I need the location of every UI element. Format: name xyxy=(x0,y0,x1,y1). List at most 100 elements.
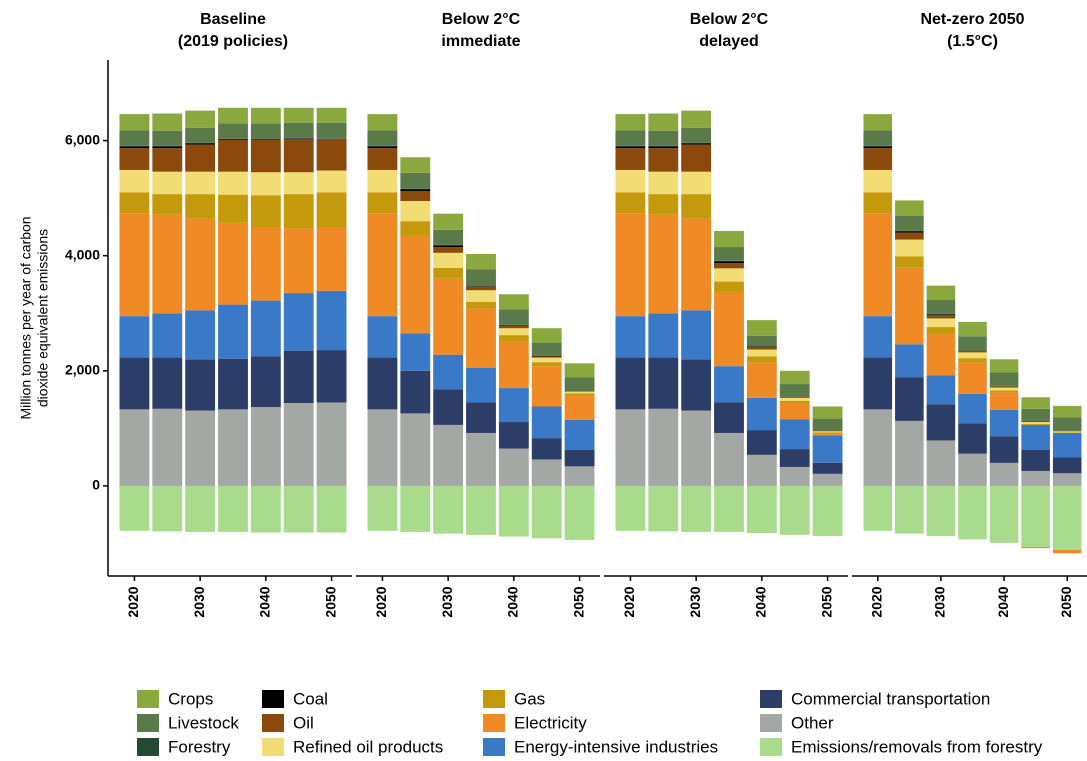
bar-segment xyxy=(466,301,496,309)
bar-segment xyxy=(958,321,987,337)
bar-segment xyxy=(812,418,843,431)
bar-segment xyxy=(498,325,529,329)
bar-segment xyxy=(926,285,956,301)
bar-segment xyxy=(958,350,987,351)
bar-segment xyxy=(316,350,347,403)
legend-swatch xyxy=(137,714,159,732)
bar-segment xyxy=(498,324,529,326)
legend-swatch xyxy=(483,690,505,708)
bar-segment xyxy=(681,410,712,486)
bar-segment xyxy=(615,409,646,486)
bar-segment xyxy=(564,377,595,391)
bar-segment xyxy=(433,247,464,253)
bar-segment xyxy=(714,263,744,269)
bar-segment xyxy=(615,146,646,149)
bar-segment xyxy=(863,148,893,170)
legend-swatch xyxy=(483,738,505,756)
y-axis-label-line: dioxide equivalent emissions xyxy=(35,229,51,407)
bar-segment xyxy=(433,252,464,268)
bar-segment xyxy=(681,127,712,143)
bar-segment xyxy=(367,409,398,486)
bar-segment xyxy=(400,485,431,532)
bar-segment xyxy=(989,359,1019,373)
panel-title: Baseline xyxy=(200,11,266,28)
bar-segment xyxy=(779,403,810,420)
bar-segment xyxy=(615,130,646,146)
bar-segment xyxy=(895,485,924,534)
bar-segment xyxy=(283,172,314,195)
legend-swatch xyxy=(262,714,284,732)
bar-segment xyxy=(367,169,398,193)
bar-segment xyxy=(433,245,464,248)
bar-segment xyxy=(1052,405,1082,418)
x-tick-label: 2050 xyxy=(1058,586,1074,617)
bar-segment xyxy=(863,192,893,214)
bar-segment xyxy=(681,142,712,144)
bar-segment xyxy=(119,409,150,486)
bar-segment xyxy=(895,420,924,486)
bar-segment xyxy=(746,347,777,350)
bar-segment xyxy=(989,386,1019,388)
bar-segment xyxy=(714,230,744,248)
bar-segment xyxy=(283,350,314,404)
y-tick-label: 0 xyxy=(92,477,100,493)
bar-segment xyxy=(1021,397,1050,409)
bar-segment xyxy=(152,357,183,409)
bar-segment xyxy=(989,390,1019,393)
y-tick-label: 2,000 xyxy=(65,362,100,378)
bar-segment xyxy=(1021,470,1050,486)
bar-segment xyxy=(283,403,314,486)
bar-segment xyxy=(218,123,248,139)
bar-segment xyxy=(714,261,744,264)
bar-segment xyxy=(863,213,893,317)
bar-segment xyxy=(746,335,777,347)
bar-segment xyxy=(531,485,562,539)
bar-segment xyxy=(531,355,562,356)
x-tick-label: 2050 xyxy=(818,586,834,617)
bar-segment xyxy=(316,122,347,139)
x-tick-label: 2030 xyxy=(439,586,455,617)
bar-segment xyxy=(466,402,496,433)
bar-segment xyxy=(989,409,1019,437)
bar-segment xyxy=(746,362,777,398)
x-tick-label: 2030 xyxy=(687,586,703,617)
bar-segment xyxy=(1052,417,1082,431)
bar-segment xyxy=(250,138,281,139)
bar-segment xyxy=(119,130,150,146)
bar-segment xyxy=(119,114,150,131)
bar-segment xyxy=(863,114,893,131)
bar-segment xyxy=(648,145,679,147)
bar-segment xyxy=(926,333,956,376)
bar-segment xyxy=(119,485,150,531)
bar-segment xyxy=(746,397,777,431)
bar-segment xyxy=(714,247,744,261)
bar-segment xyxy=(433,424,464,486)
x-tick-label: 2030 xyxy=(932,586,948,617)
bar-segment xyxy=(895,377,924,421)
bar-segment xyxy=(895,200,924,216)
x-tick-label: 2040 xyxy=(505,586,521,617)
bar-segment xyxy=(250,123,281,139)
bar-segment xyxy=(989,387,1019,391)
bar-segment xyxy=(185,310,216,360)
bar-segment xyxy=(812,432,843,434)
bar-segment xyxy=(895,239,924,257)
bar-segment xyxy=(316,192,347,228)
bar-segment xyxy=(152,113,183,131)
bar-segment xyxy=(498,485,529,537)
x-tick-label: 2040 xyxy=(753,586,769,617)
bar-segment xyxy=(152,408,183,486)
bar-segment xyxy=(714,281,744,292)
bar-segment xyxy=(1052,432,1082,433)
bar-segment xyxy=(218,304,248,359)
bar-segment xyxy=(152,214,183,314)
bar-segment xyxy=(812,430,843,431)
bar-segment xyxy=(926,314,956,319)
bar-segment xyxy=(648,214,679,314)
bar-segment xyxy=(152,485,183,532)
x-tick-label: 2040 xyxy=(257,586,273,617)
bar-segment xyxy=(1021,424,1050,450)
bar-segment xyxy=(433,354,464,390)
panel-title: (1.5°C) xyxy=(947,33,998,50)
legend-label: Other xyxy=(791,713,834,732)
